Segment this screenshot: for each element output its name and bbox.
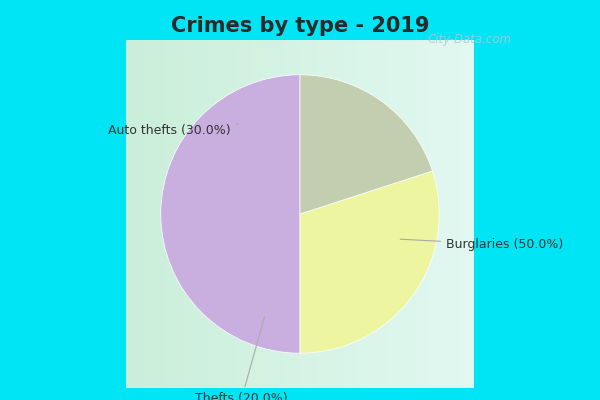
Wedge shape bbox=[161, 75, 300, 353]
Wedge shape bbox=[300, 171, 439, 353]
Text: Thefts (20.0%): Thefts (20.0%) bbox=[195, 317, 288, 400]
Text: Auto thefts (30.0%): Auto thefts (30.0%) bbox=[108, 124, 239, 137]
Wedge shape bbox=[300, 75, 433, 214]
Text: Burglaries (50.0%): Burglaries (50.0%) bbox=[400, 238, 563, 251]
Text: Crimes by type - 2019: Crimes by type - 2019 bbox=[171, 16, 429, 36]
Text: City-Data.com: City-Data.com bbox=[427, 33, 512, 46]
